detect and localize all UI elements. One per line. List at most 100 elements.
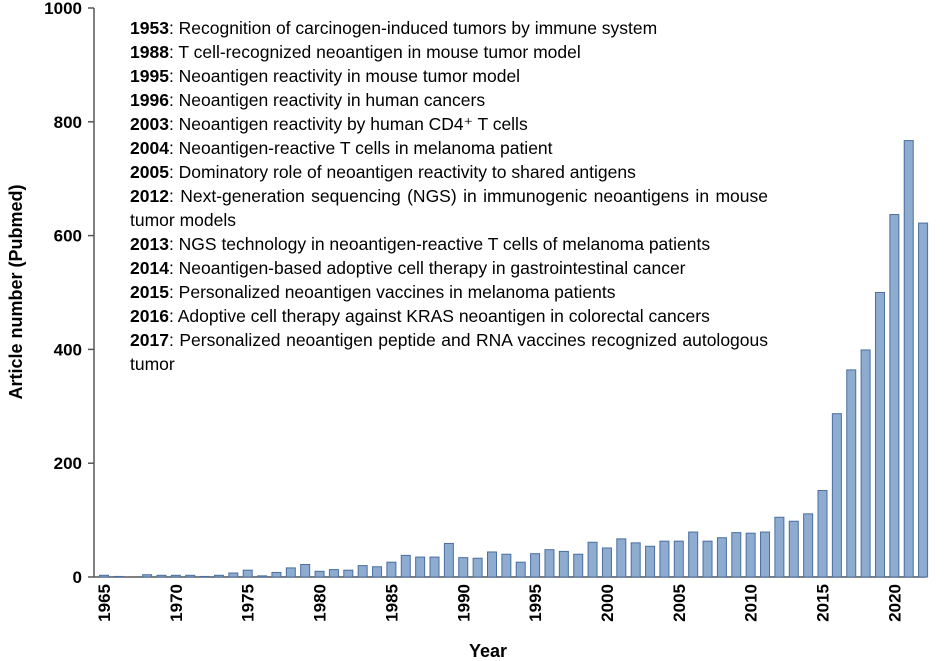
x-tick-label: 1975 <box>239 584 258 622</box>
bar-1968 <box>142 574 153 578</box>
x-tick-label: 1995 <box>526 584 545 622</box>
bar-1998 <box>573 553 584 578</box>
annotation-year: 2012 <box>130 186 169 206</box>
bar-2008 <box>716 537 727 578</box>
bar-2016 <box>831 413 842 578</box>
bar-1986 <box>400 554 411 578</box>
annotation-2014: 2014: Neoantigen-based adoptive cell the… <box>130 256 768 280</box>
annotation-text: : Next-generation sequencing (NGS) in im… <box>130 186 768 230</box>
bar-2020 <box>889 214 900 578</box>
y-tick-label: 1000 <box>44 0 82 18</box>
annotation-text: : Adoptive cell therapy against KRAS neo… <box>168 306 710 326</box>
bar-1970 <box>170 574 181 578</box>
bar-2007 <box>702 540 713 578</box>
bar-1973 <box>213 574 224 578</box>
annotation-2004: 2004: Neoantigen-reactive T cells in mel… <box>130 136 768 160</box>
annotation-year: 1988 <box>130 42 169 62</box>
annotation-2015: 2015: Personalized neoantigen vaccines i… <box>130 280 768 304</box>
y-tick-label: 200 <box>54 454 82 473</box>
annotation-1996: 1996: Neoantigen reactivity in human can… <box>130 88 768 112</box>
bar-2015 <box>817 490 828 578</box>
bar-2013 <box>788 520 799 578</box>
bar-1989 <box>443 542 454 578</box>
annotation-text: : Personalized neoantigen peptide and RN… <box>130 330 768 374</box>
bar-2009 <box>731 532 742 578</box>
bar-1965 <box>99 574 109 578</box>
x-tick-label: 1990 <box>454 584 473 622</box>
bar-2002 <box>630 542 641 578</box>
bar-1982 <box>343 569 354 578</box>
annotation-year: 1995 <box>130 66 169 86</box>
annotation-2017: 2017: Personalized neoantigen peptide an… <box>130 328 768 376</box>
bar-2011 <box>760 531 771 578</box>
bar-2003 <box>645 545 656 578</box>
annotation-2005: 2005: Dominatory role of neoantigen reac… <box>130 160 768 184</box>
x-tick-label: 1980 <box>311 584 330 622</box>
bar-1978 <box>285 567 296 578</box>
bar-2019 <box>874 292 885 578</box>
bar-1992 <box>486 551 497 578</box>
bar-1980 <box>314 570 325 578</box>
annotation-year: 1996 <box>130 90 169 110</box>
bar-2006 <box>688 531 699 578</box>
bar-2021 <box>903 140 914 578</box>
bar-1994 <box>515 561 526 578</box>
bar-1966 <box>113 575 124 578</box>
annotation-2003: 2003: Neoantigen reactivity by human CD4… <box>130 112 768 136</box>
annotation-year: 2017 <box>130 330 169 350</box>
y-axis-label: Article number (Pubmed) <box>6 184 26 399</box>
annotation-text: : Neoantigen reactivity in human cancers <box>168 90 486 110</box>
bar-2004 <box>659 540 670 578</box>
annotation-1953: 1953: Recognition of carcinogen-induced … <box>130 16 768 40</box>
x-tick-label: 1970 <box>167 584 186 622</box>
x-tick-label: 2000 <box>598 584 617 622</box>
annotation-text: : Neoantigen-based adoptive cell therapy… <box>168 258 686 278</box>
bar-1972 <box>199 575 210 578</box>
annotation-year: 2014 <box>130 258 169 278</box>
bar-2018 <box>860 349 871 578</box>
bar-2017 <box>846 369 857 578</box>
annotation-year: 2016 <box>130 306 169 326</box>
y-tick-label: 800 <box>54 113 82 132</box>
annotation-year: 2013 <box>130 234 169 254</box>
bar-1995 <box>530 553 541 578</box>
bar-1981 <box>328 569 339 578</box>
bar-2022 <box>918 222 929 578</box>
y-tick-label: 600 <box>54 227 82 246</box>
bar-1983 <box>357 565 368 578</box>
annotation-2012: 2012: Next-generation sequencing (NGS) i… <box>130 184 768 232</box>
bar-2012 <box>774 516 785 578</box>
annotation-year: 2015 <box>130 282 169 302</box>
bar-1974 <box>228 572 239 578</box>
annotation-text: : Neoantigen reactivity by human CD4⁺ T … <box>168 114 528 134</box>
annotation-text: : Neoantigen-reactive T cells in melanom… <box>168 138 553 158</box>
bar-1999 <box>587 541 598 578</box>
annotation-year: 2005 <box>130 162 169 182</box>
bar-1979 <box>300 563 311 578</box>
x-tick-label: 2020 <box>885 584 904 622</box>
annotation-2016: 2016: Adoptive cell therapy against KRAS… <box>130 304 768 328</box>
bar-1976 <box>257 575 268 578</box>
annotation-text: : Personalized neoantigen vaccines in me… <box>168 282 616 302</box>
annotation-year: 2004 <box>130 138 169 158</box>
bar-1988 <box>429 556 440 578</box>
x-tick-label: 1965 <box>95 584 114 622</box>
annotation-text: : Recognition of carcinogen-induced tumo… <box>168 18 658 38</box>
bar-2005 <box>673 540 684 578</box>
y-tick-label: 400 <box>54 340 82 359</box>
bar-1996 <box>544 549 555 578</box>
bar-1985 <box>386 561 397 578</box>
bar-1990 <box>458 557 469 578</box>
x-tick-label: 2010 <box>742 584 761 622</box>
bar-2014 <box>803 513 814 578</box>
annotation-1995: 1995: Neoantigen reactivity in mouse tum… <box>130 64 768 88</box>
bar-1987 <box>415 556 426 578</box>
annotation-text: : T cell-recognized neoantigen in mouse … <box>168 42 581 62</box>
annotation-text: : Neoantigen reactivity in mouse tumor m… <box>168 66 521 86</box>
y-tick-label: 0 <box>73 568 82 587</box>
bar-1969 <box>156 574 167 578</box>
annotation-year: 2003 <box>130 114 169 134</box>
x-tick-label: 1985 <box>382 584 401 622</box>
annotation-2013: 2013: NGS technology in neoantigen-react… <box>130 232 768 256</box>
